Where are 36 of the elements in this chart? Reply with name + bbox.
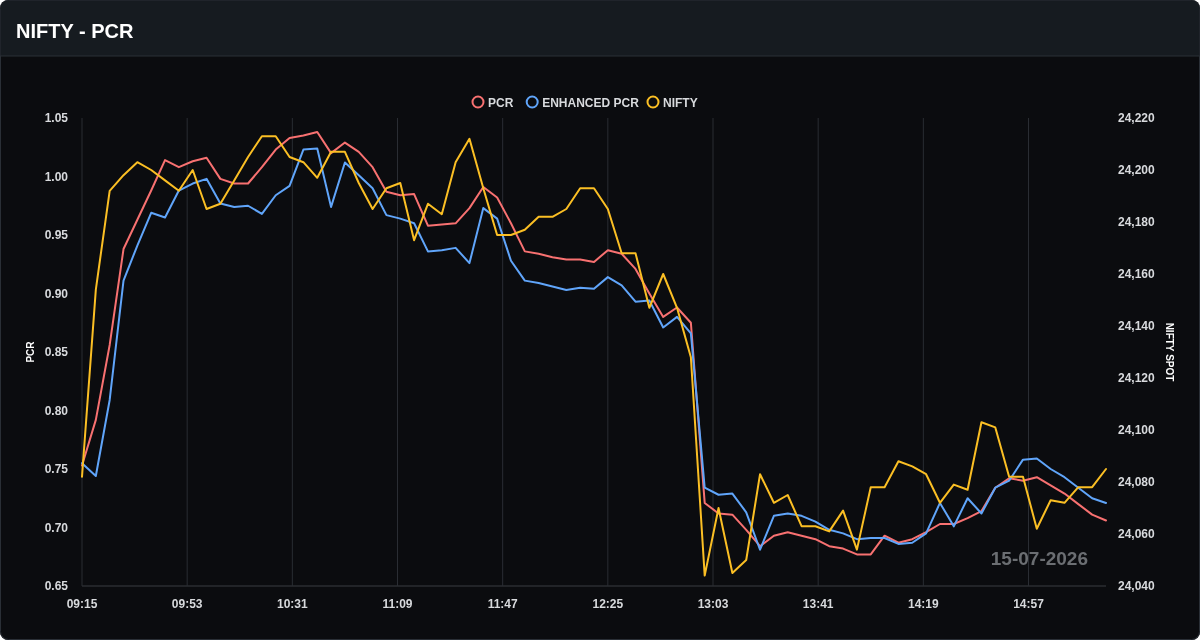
y2-axis-title: NIFTY SPOT: [1164, 322, 1175, 382]
y2-tick-label: 24,140: [1118, 319, 1156, 333]
x-tick-label: 09:53: [171, 597, 203, 611]
y-tick-label: 0.75: [44, 462, 69, 476]
y-tick-label: 0.80: [44, 403, 69, 418]
y-axis-title: PCR: [25, 340, 36, 363]
y-tick-label: 0.65: [44, 579, 69, 593]
y-tick-label: 1.05: [44, 111, 69, 125]
y2-tick-label: 24,220: [1118, 111, 1156, 125]
y-tick-label: 0.90: [44, 286, 69, 301]
x-tick-label: 10:31: [276, 597, 309, 611]
legend-label: ENHANCED PCR: [542, 95, 640, 110]
y-tick-label: 1.00: [44, 169, 69, 184]
x-tick-label: 14:57: [1013, 597, 1045, 611]
y2-tick-label: 24,080: [1118, 475, 1156, 489]
y2-tick-label: 24,060: [1118, 527, 1156, 541]
y2-tick-label: 24,200: [1118, 163, 1156, 177]
x-tick-label: 12:25: [592, 597, 624, 611]
y2-tick-label: 24,180: [1118, 215, 1156, 229]
y-tick-label: 0.85: [44, 345, 69, 359]
x-tick-label: 13:41: [802, 597, 834, 611]
y2-tick-label: 24,120: [1118, 371, 1156, 385]
y2-tick-label: 24,100: [1118, 423, 1156, 437]
y-tick-label: 0.70: [44, 520, 69, 535]
x-tick-label: 09:15: [66, 597, 98, 611]
chart-title: NIFTY - PCR: [16, 20, 134, 42]
x-tick-label: 11:09: [382, 597, 413, 611]
y-tick-label: 0.95: [44, 228, 69, 242]
legend-label: PCR: [488, 95, 514, 110]
y2-tick-label: 24,040: [1118, 579, 1156, 593]
y2-tick-label: 24,160: [1118, 267, 1156, 281]
annotation: 15-07-2026: [990, 548, 1088, 569]
x-tick-label: 14:19: [907, 597, 940, 611]
x-tick-label: 13:03: [697, 597, 729, 611]
legend-label: NIFTY: [663, 95, 698, 110]
x-tick-label: 11:47: [487, 597, 518, 611]
